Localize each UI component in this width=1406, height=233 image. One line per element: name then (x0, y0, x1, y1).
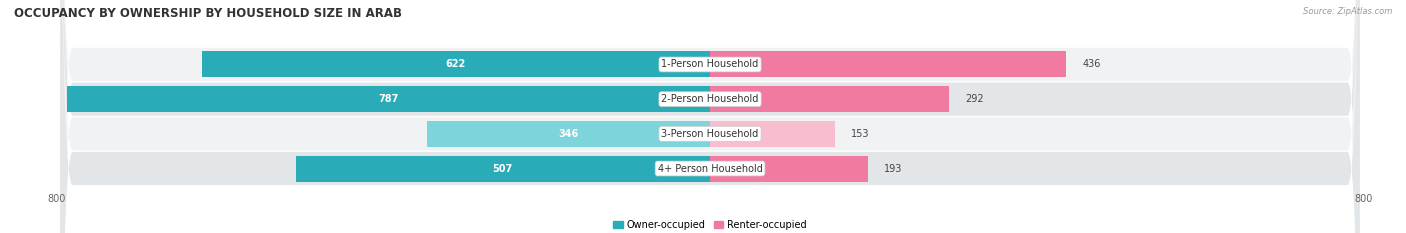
Text: 346: 346 (558, 129, 579, 139)
Bar (710, 121, 835, 147)
Text: 292: 292 (965, 94, 984, 104)
FancyBboxPatch shape (60, 0, 1360, 233)
Bar (427, 121, 710, 147)
Text: 1-Person Household: 1-Person Household (661, 59, 759, 69)
Text: OCCUPANCY BY OWNERSHIP BY HOUSEHOLD SIZE IN ARAB: OCCUPANCY BY OWNERSHIP BY HOUSEHOLD SIZE… (14, 7, 402, 20)
Text: 3-Person Household: 3-Person Household (661, 129, 759, 139)
Text: 2-Person Household: 2-Person Household (661, 94, 759, 104)
Text: 787: 787 (378, 94, 399, 104)
Bar (201, 51, 710, 78)
Bar (710, 86, 949, 112)
Text: 4+ Person Household: 4+ Person Household (658, 164, 762, 174)
Bar (67, 86, 710, 112)
Text: 507: 507 (492, 164, 513, 174)
Bar (295, 155, 710, 182)
FancyBboxPatch shape (60, 0, 1360, 233)
Text: 193: 193 (884, 164, 903, 174)
FancyBboxPatch shape (60, 0, 1360, 233)
FancyBboxPatch shape (60, 0, 1360, 233)
Bar (710, 155, 868, 182)
Text: 436: 436 (1083, 59, 1101, 69)
Bar (710, 51, 1066, 78)
Text: 153: 153 (852, 129, 870, 139)
Text: Source: ZipAtlas.com: Source: ZipAtlas.com (1302, 7, 1392, 16)
Text: 622: 622 (446, 59, 465, 69)
Legend: Owner-occupied, Renter-occupied: Owner-occupied, Renter-occupied (609, 216, 811, 233)
